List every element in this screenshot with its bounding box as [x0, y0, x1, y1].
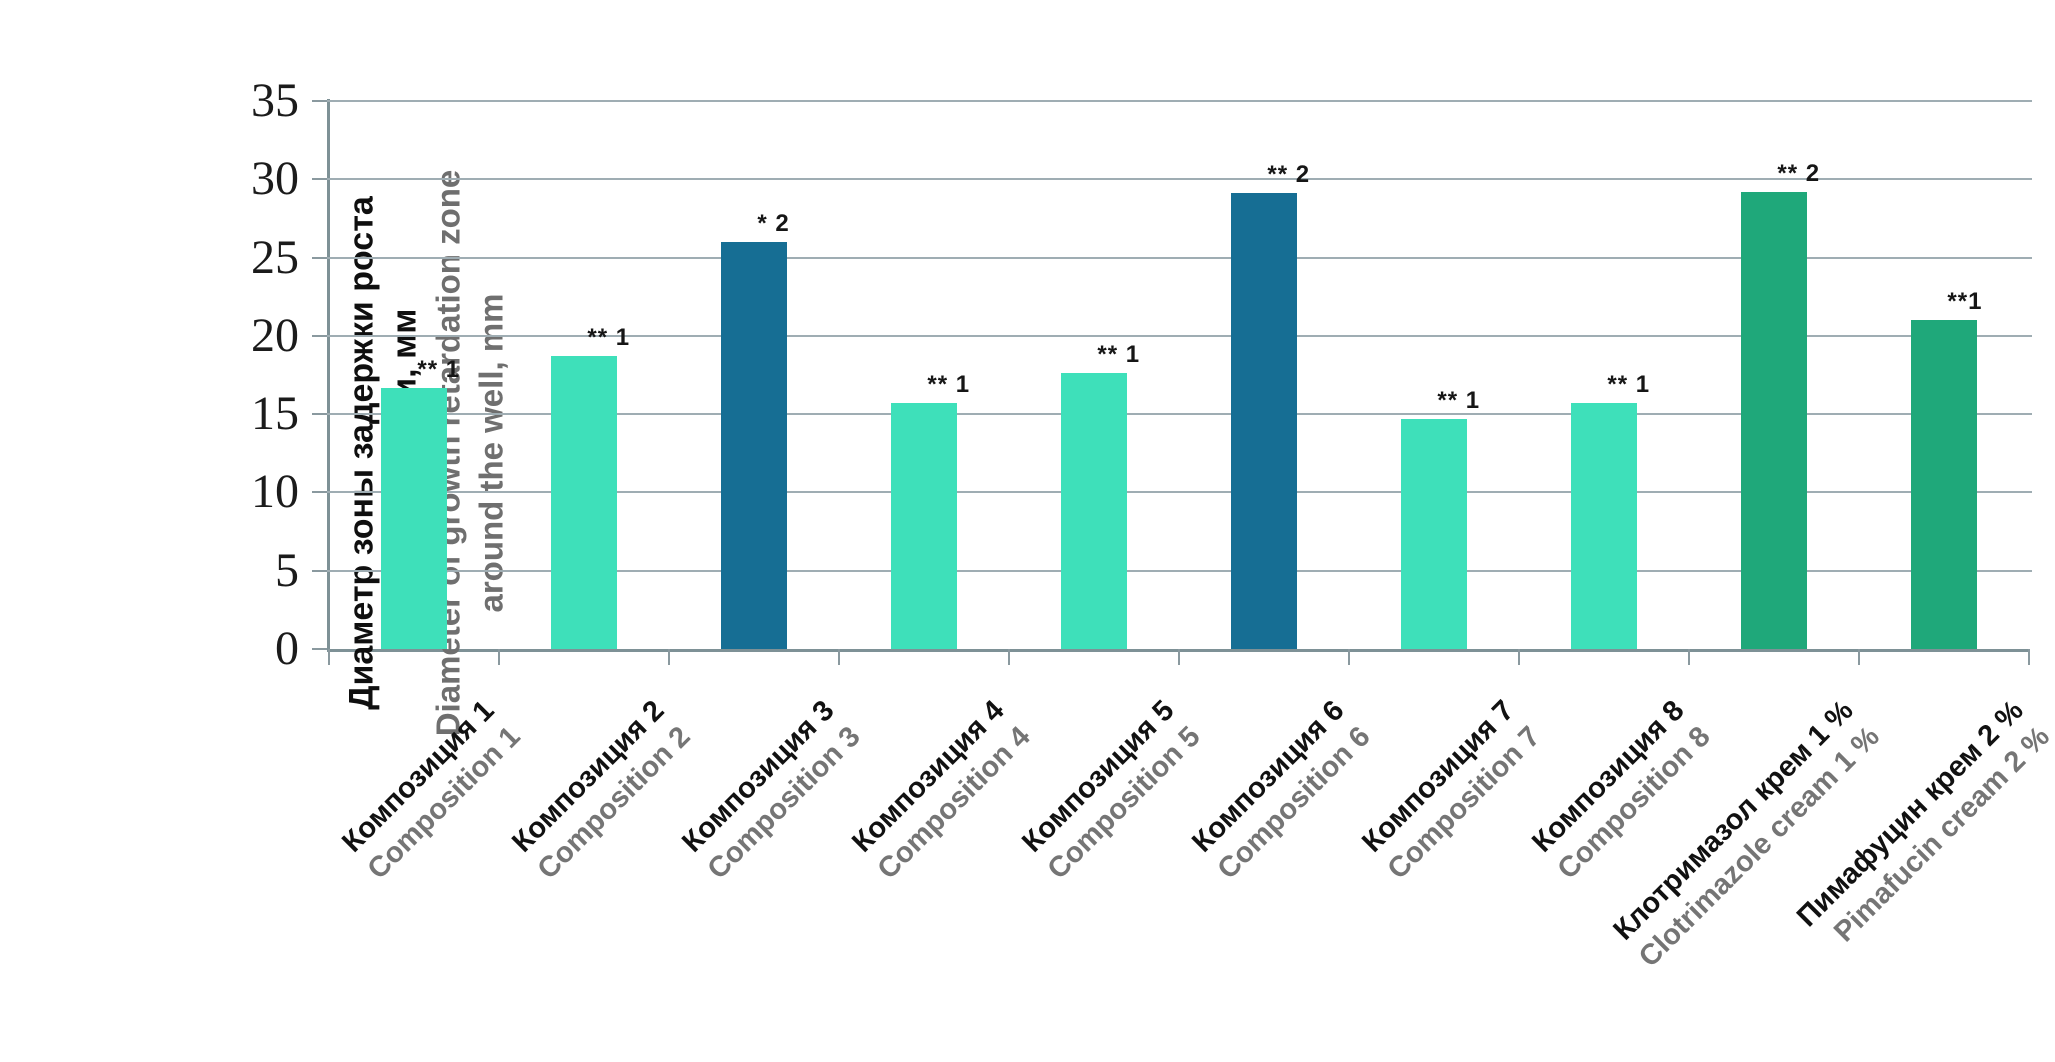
bar-annotation: ** 1 [1097, 341, 1141, 369]
gridline [326, 413, 2032, 416]
bar-slot: ** 1 Композиция 8 Composition 8 [1519, 101, 1716, 885]
x-axis-label: Композиция 3 Composition 3 [674, 693, 869, 888]
y-axis-tick [312, 413, 327, 416]
bar-slot: ** 2 Клотримазол крем 1 % Clotrimazole c… [1608, 101, 1886, 974]
bar-annotation: **1 [1947, 288, 1983, 316]
y-tick-label: 15 [251, 387, 299, 441]
gridline [326, 178, 2032, 181]
gridline [326, 491, 2032, 494]
bar-annotation: ** 2 [1267, 161, 1311, 189]
x-axis-tick [1348, 649, 1350, 665]
x-axis-tick [1178, 649, 1180, 665]
bar [381, 387, 447, 649]
bar-slot: ** 1 Композиция 7 Composition 7 [1349, 101, 1546, 886]
bar-slot: ** 1 Композиция 4 Composition 4 [839, 101, 1036, 885]
x-axis-tick [668, 649, 670, 665]
x-axis-label: Композиция 6 Composition 6 [1184, 693, 1379, 888]
y-axis-line [327, 99, 330, 652]
bar [1571, 403, 1637, 649]
bar-annotation: ** 1 [1607, 371, 1651, 399]
x-axis-tick [328, 649, 330, 665]
bar [1741, 191, 1807, 649]
y-tick-label: 10 [251, 465, 299, 519]
x-axis-tick [1688, 649, 1690, 665]
bar-annotation: ** 1 [1437, 386, 1481, 414]
x-axis-tick [1008, 649, 1010, 665]
y-axis-tick [312, 648, 327, 650]
bar-slot: * 2 Композиция 3 Composition 3 [669, 101, 866, 886]
x-axis-label: Композиция 5 Composition 5 [1014, 693, 1209, 888]
y-axis-tick [312, 178, 327, 181]
y-axis-tick [312, 491, 327, 494]
bar-slot: **1 Пимафуцин крем 2 % Pimafucin cream 2… [1791, 101, 2055, 948]
y-tick-label: 5 [275, 543, 299, 597]
bar [1401, 418, 1467, 649]
bar-annotation: ** 2 [1777, 159, 1821, 187]
x-axis-tick [2028, 649, 2030, 665]
y-tick-label: 30 [251, 152, 299, 206]
y-axis-tick [312, 569, 327, 572]
gridline [326, 569, 2032, 572]
bar-slot: ** 1 Композиция 2 Composition 2 [499, 101, 696, 885]
y-tick-label: 35 [251, 74, 299, 127]
y-tick-label: 20 [251, 308, 299, 362]
bar-annotation: ** 1 [927, 371, 971, 399]
plot-area: Диаметр зоны задержки роста вокруг лунки… [251, 74, 2055, 974]
gridline [326, 256, 2032, 259]
y-tick-label: 25 [251, 230, 299, 284]
x-axis-tick [1858, 649, 1860, 665]
x-axis-tick [498, 649, 500, 665]
bar [1061, 373, 1127, 649]
bar-slot: ** 1 Композиция 1 Composition 1 [329, 101, 526, 886]
y-axis-tick [312, 334, 327, 337]
bar-annotation: ** 1 [587, 324, 631, 352]
x-axis-label: Композиция 7 Composition 7 [1354, 693, 1549, 888]
y-axis-tick [312, 256, 327, 259]
bar [1231, 193, 1297, 649]
y-axis-tick [312, 100, 327, 102]
bar [1911, 320, 1977, 649]
bar [551, 356, 617, 649]
bar [891, 403, 957, 649]
x-axis-label: Композиция 2 Composition 2 [504, 693, 699, 888]
bar [721, 241, 787, 649]
y-tick-label: 0 [275, 622, 299, 675]
x-axis-tick [1518, 649, 1520, 665]
bar-annotation: * 2 [757, 209, 790, 237]
gridline [326, 334, 2032, 337]
x-axis-label: Композиция 4 Composition 4 [844, 693, 1039, 888]
bar-slot: ** 1 Композиция 5 Composition 5 [1009, 101, 1206, 885]
bar-slot: ** 2 Композиция 6 Composition 6 [1179, 101, 1376, 885]
gridline [326, 100, 2032, 102]
x-axis-tick [838, 649, 840, 665]
bar-annotation: ** 1 [417, 355, 461, 383]
